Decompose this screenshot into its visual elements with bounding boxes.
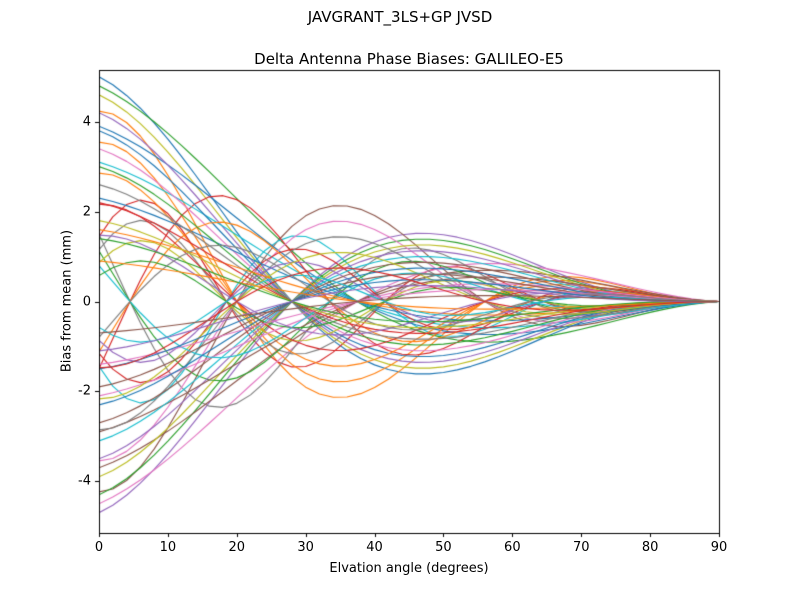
x-tick-label: 40 [366, 540, 383, 555]
x-tick-label: 80 [641, 540, 659, 555]
x-axis-label: Elvation angle (degrees) [329, 561, 489, 576]
x-tick-label: 20 [228, 540, 246, 555]
y-tick-label: 0 [82, 294, 91, 309]
x-tick-label: 60 [504, 540, 521, 555]
figure-suptitle: JAVGRANT_3LS+GP JVSD [307, 8, 493, 26]
x-tick-label: 10 [159, 540, 177, 555]
x-tick-label: 50 [435, 540, 452, 555]
y-tick-label: 2 [82, 204, 91, 220]
y-tick-label: -4 [78, 473, 91, 489]
x-tick-label: 90 [710, 540, 728, 555]
y-tick-label: -2 [78, 383, 91, 399]
y-tick-label: 4 [82, 114, 91, 130]
x-tick-label: 30 [297, 540, 314, 555]
x-tick-label: 70 [572, 540, 590, 555]
y-axis-label: Bias from mean (mm) [59, 229, 75, 373]
axes-title: Delta Antenna Phase Biases: GALILEO-E5 [254, 50, 564, 68]
x-tick-label: 0 [94, 540, 104, 555]
